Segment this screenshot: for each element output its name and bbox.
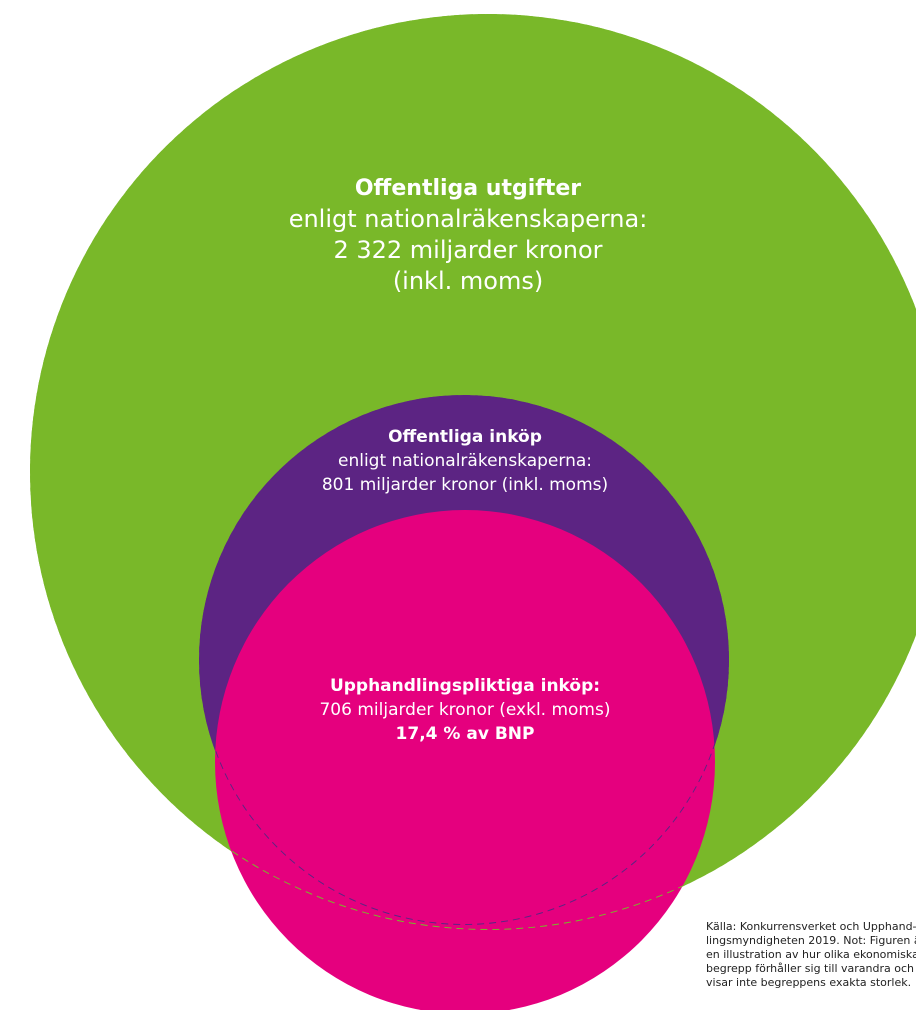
source-note-line-3: en illustration av hur olika ekonomiska <box>706 948 916 961</box>
middle-circle-line-1: enligt nationalräkenskaperna: <box>338 451 592 471</box>
inner-circle-line-2: 17,4 % av BNP <box>395 724 535 744</box>
outer-circle-line-2: 2 322 miljarder kronor <box>333 236 603 264</box>
inner-circle-procurement-obligated <box>215 510 715 1010</box>
source-note-line-1: Källa: Konkurrensverket och Upphand- <box>706 920 916 933</box>
source-note-line-2: lingsmyndigheten 2019. Not: Figuren är <box>706 934 916 947</box>
outer-circle-line-1: enligt nationalräkenskaperna: <box>288 205 648 233</box>
middle-circle-line-2: 801 miljarder kronor (inkl. moms) <box>321 475 609 495</box>
middle-circle-label: Offentliga inköp enligt nationalräkenska… <box>250 425 680 497</box>
inner-circle-label: Upphandlingspliktiga inköp: 706 miljarde… <box>250 674 680 746</box>
inner-circle-title: Upphandlingspliktiga inköp: <box>329 676 601 696</box>
outer-circle-title: Offentliga utgifter <box>354 176 582 201</box>
outer-circle-label: Offentliga utgifter enligt nationalräken… <box>208 174 728 297</box>
source-note-line-4: begrepp förhåller sig till varandra och <box>706 962 915 975</box>
source-note-line-5: visar inte begreppens exakta storlek. <box>706 976 912 989</box>
outer-circle-line-3: (inkl. moms) <box>392 267 544 295</box>
inner-circle-line-1: 706 miljarder kronor (exkl. moms) <box>319 700 611 720</box>
source-note: Källa: Konkurrensverket och Upphand- lin… <box>706 920 916 990</box>
middle-circle-title: Offentliga inköp <box>388 427 542 447</box>
